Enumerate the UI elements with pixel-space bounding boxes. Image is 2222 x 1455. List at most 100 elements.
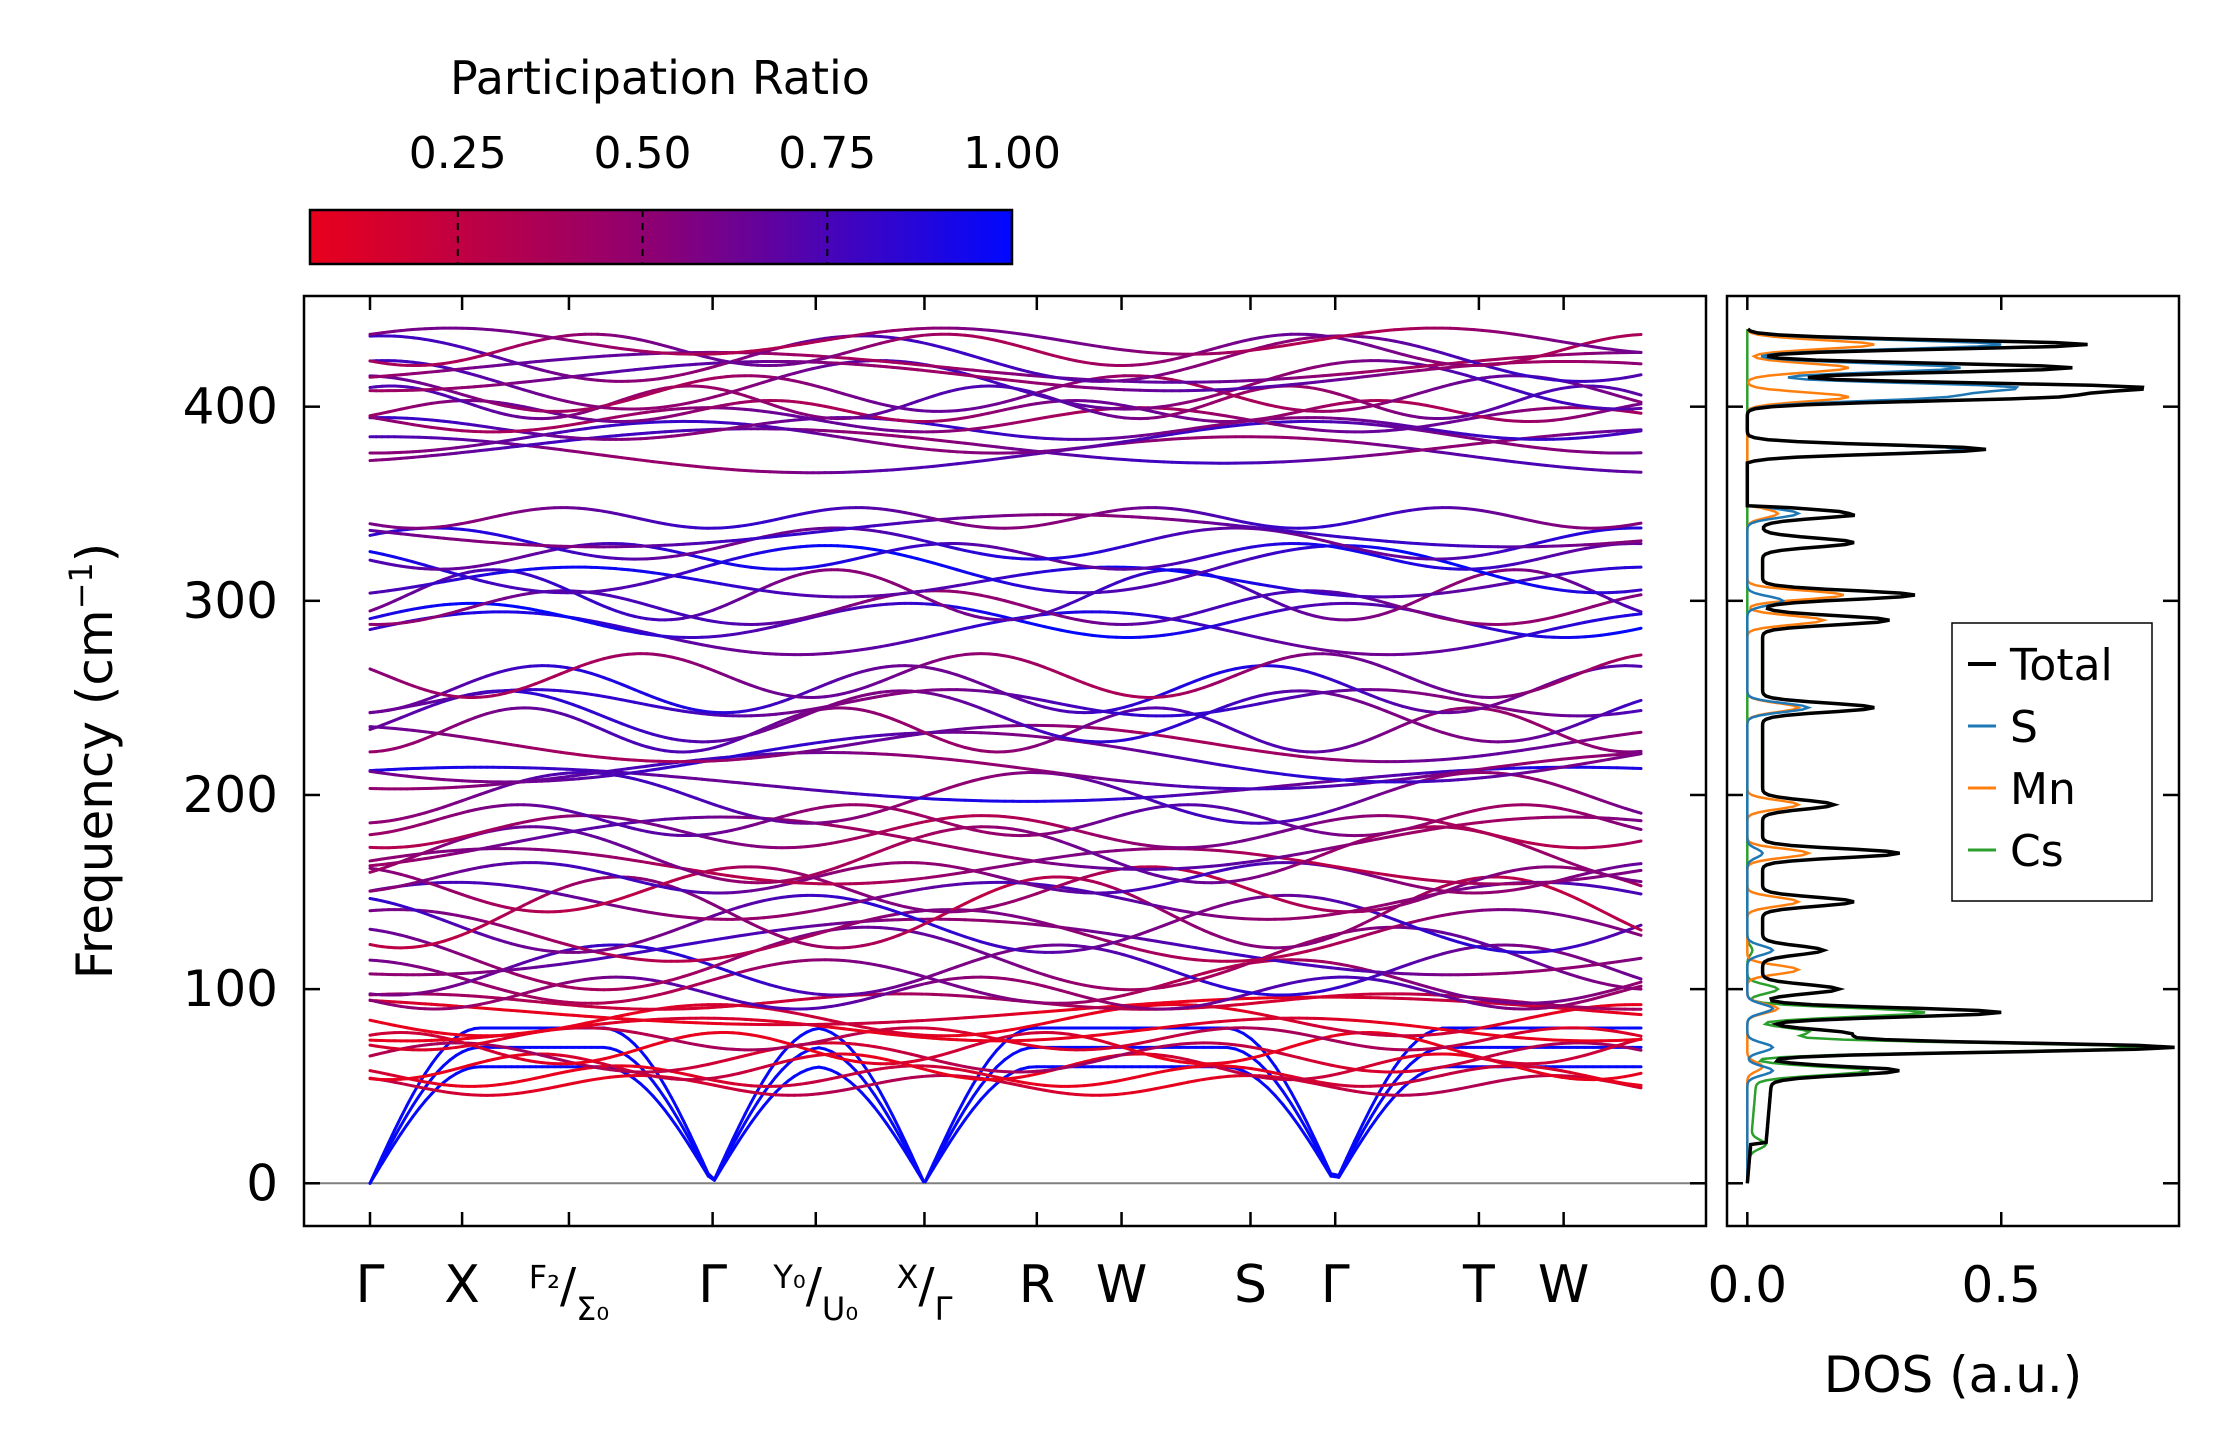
acoustic-band <box>971 1083 983 1099</box>
optical-band <box>915 973 926 978</box>
acoustic-band <box>639 1049 649 1060</box>
acoustic-band <box>947 1112 959 1132</box>
acoustic-band <box>737 1129 747 1143</box>
optical-band <box>915 1074 926 1079</box>
acoustic-band <box>897 1126 907 1143</box>
acoustic-band <box>743 1100 753 1116</box>
acoustic-band <box>955 1118 967 1133</box>
acoustic-band <box>866 1084 876 1096</box>
acoustic-band <box>682 1119 692 1136</box>
acoustic-band <box>423 1062 434 1075</box>
acoustic-band <box>393 1132 403 1145</box>
acoustic-band <box>725 1148 735 1162</box>
acoustic-band <box>423 1092 434 1103</box>
acoustic-band <box>411 1094 421 1107</box>
acoustic-band <box>1353 1122 1365 1143</box>
acoustic-band <box>931 1144 943 1166</box>
acoustic-band <box>380 1151 390 1165</box>
colorbar-title: Participation Ratio <box>450 51 870 105</box>
acoustic-band <box>417 1099 427 1110</box>
acoustic-band <box>725 1143 735 1158</box>
acoustic-band <box>430 1054 440 1066</box>
optical-band <box>1631 986 1643 991</box>
acoustic-band <box>1337 1156 1349 1177</box>
acoustic-band <box>1241 1050 1253 1059</box>
optical-band <box>1631 931 1643 937</box>
acoustic-band <box>374 1154 384 1172</box>
acoustic-band <box>923 1162 935 1183</box>
optical-band <box>1631 818 1643 823</box>
optical-band <box>1631 1047 1643 1052</box>
acoustic-band <box>682 1135 692 1148</box>
acoustic-band <box>669 1106 680 1120</box>
acoustic-band <box>755 1104 766 1116</box>
optical-band <box>1631 1012 1643 1017</box>
acoustic-band <box>762 1097 772 1108</box>
acoustic-band <box>657 1088 667 1100</box>
acoustic-band <box>749 1100 759 1114</box>
acoustic-band <box>1305 1136 1317 1152</box>
acoustic-band <box>737 1121 747 1135</box>
acoustic-band <box>963 1107 975 1122</box>
optical-band <box>915 1057 926 1063</box>
optical-band <box>915 876 926 881</box>
colorbar-tick-labels: 0.25 0.50 0.75 1.00 <box>409 128 1061 179</box>
acoustic-band <box>386 1128 397 1145</box>
acoustic-band <box>1297 1115 1309 1132</box>
acoustic-band <box>1369 1091 1381 1110</box>
optical-band <box>1631 980 1643 986</box>
optical-band <box>915 834 926 840</box>
optical-band <box>1631 1083 1643 1087</box>
acoustic-band <box>1265 1054 1277 1068</box>
acoustic-band <box>885 1102 895 1118</box>
acoustic-band <box>963 1095 975 1111</box>
phonon-bands <box>368 326 1643 1185</box>
acoustic-band <box>1257 1079 1269 1089</box>
optical-band <box>1631 1084 1643 1090</box>
optical-band <box>915 907 926 912</box>
acoustic-band <box>947 1129 959 1145</box>
acoustic-band <box>866 1070 876 1084</box>
acoustic-band <box>1313 1148 1325 1165</box>
acoustic-band <box>872 1105 882 1117</box>
colorbar: Participation Ratio 0.25 0.50 0.75 1.00 <box>308 51 1061 266</box>
acoustic-band <box>651 1094 661 1105</box>
acoustic-band <box>411 1081 421 1096</box>
acoustic-band <box>1369 1114 1381 1129</box>
acoustic-band <box>700 1158 710 1176</box>
acoustic-band <box>1361 1125 1373 1141</box>
acoustic-band <box>405 1114 415 1127</box>
acoustic-band <box>386 1135 397 1150</box>
acoustic-band <box>1297 1124 1309 1140</box>
colorbar-tick-label: 0.25 <box>409 128 507 179</box>
optical-band <box>915 1054 926 1059</box>
acoustic-band <box>386 1141 397 1155</box>
optical-band <box>1631 881 1643 888</box>
acoustic-band <box>663 1109 673 1121</box>
acoustic-band <box>1353 1130 1365 1148</box>
acoustic-band <box>688 1144 698 1158</box>
acoustic-band <box>915 1166 926 1183</box>
acoustic-band <box>939 1128 951 1148</box>
acoustic-band <box>368 1168 378 1185</box>
acoustic-band <box>651 1079 661 1092</box>
acoustic-band <box>1273 1094 1285 1107</box>
acoustic-band <box>1353 1137 1365 1153</box>
acoustic-band <box>939 1134 951 1153</box>
acoustic-band <box>1289 1090 1301 1109</box>
colorbar-tick-label: 0.75 <box>778 128 876 179</box>
acoustic-band <box>891 1131 901 1144</box>
acoustic-band <box>1313 1143 1325 1162</box>
acoustic-band <box>1408 1056 1420 1066</box>
acoustic-band <box>1321 1154 1333 1176</box>
optical-band <box>1631 879 1643 884</box>
acoustic-band <box>897 1133 907 1148</box>
optical-band <box>915 1035 926 1039</box>
acoustic-band <box>1281 1103 1293 1117</box>
acoustic-band <box>768 1075 778 1087</box>
optical-band <box>1631 1032 1643 1038</box>
acoustic-band <box>676 1107 686 1123</box>
acoustic-band <box>663 1084 673 1099</box>
acoustic-band <box>731 1124 741 1141</box>
